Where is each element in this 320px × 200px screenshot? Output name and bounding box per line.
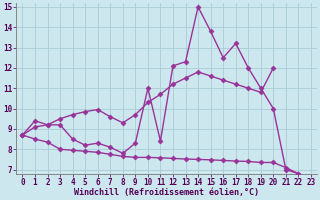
- X-axis label: Windchill (Refroidissement éolien,°C): Windchill (Refroidissement éolien,°C): [74, 188, 259, 197]
